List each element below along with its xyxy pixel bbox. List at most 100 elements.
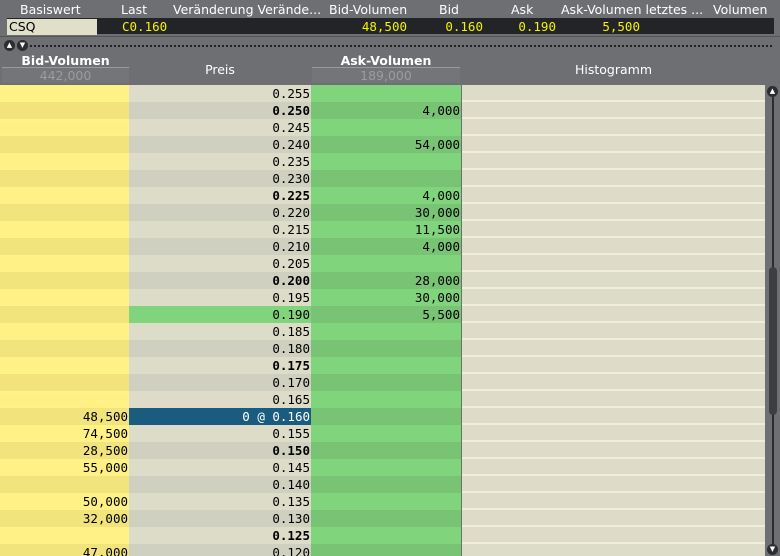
histogram-cell[interactable] <box>462 170 765 187</box>
ask-volume-cell[interactable]: 30,000 <box>311 204 461 221</box>
ask-volume-cell[interactable] <box>311 459 461 476</box>
book-row[interactable]: 74,500 0.155 <box>0 425 766 442</box>
bid-volume-cell[interactable] <box>0 119 129 136</box>
bid-volume-cell[interactable] <box>0 102 129 119</box>
price-cell[interactable]: 0.145 <box>129 459 311 476</box>
col-bid[interactable]: Bid <box>439 2 459 17</box>
price-cell[interactable]: 0.225 <box>129 187 311 204</box>
book-row[interactable]: 50,000 0.135 <box>0 493 766 510</box>
bid-volume-cell[interactable] <box>0 340 129 357</box>
histogram-cell[interactable] <box>462 204 765 221</box>
bid-volume-cell[interactable]: 28,500 <box>0 442 129 459</box>
book-row[interactable]: 0.170 <box>0 374 766 391</box>
histogram-cell[interactable] <box>462 187 765 204</box>
ask-volume-cell[interactable] <box>311 323 461 340</box>
book-row[interactable]: 28,500 0.150 <box>0 442 766 459</box>
ask-volume-cell[interactable]: 4,000 <box>311 238 461 255</box>
book-row[interactable]: 55,000 0.145 <box>0 459 766 476</box>
price-cell[interactable]: 0 @ 0.160 <box>129 408 311 425</box>
histogram-cell[interactable] <box>462 323 765 340</box>
histogram-cell[interactable] <box>462 357 765 374</box>
price-cell[interactable]: 0.180 <box>129 340 311 357</box>
histogram-cell[interactable] <box>462 153 765 170</box>
bid-volume-cell[interactable] <box>0 374 129 391</box>
book-row[interactable]: 48,500 0 @ 0.160 <box>0 408 766 425</box>
bid-volume-cell[interactable] <box>0 170 129 187</box>
ask-volume-cell[interactable] <box>311 408 461 425</box>
ask-volume-cell[interactable] <box>311 340 461 357</box>
book-row[interactable]: 0.240 54,000 <box>0 136 766 153</box>
bid-volume-cell[interactable] <box>0 187 129 204</box>
ask-volume-cell[interactable] <box>311 119 461 136</box>
histogram-cell[interactable] <box>462 408 765 425</box>
bid-volume-cell[interactable]: 50,000 <box>0 493 129 510</box>
price-cell[interactable]: 0.215 <box>129 221 311 238</box>
ask-volume-cell[interactable] <box>311 391 461 408</box>
price-cell[interactable]: 0.125 <box>129 527 311 544</box>
scrollbar[interactable]: ▲ ▼ <box>766 85 780 556</box>
header-bid-volumen[interactable]: Bid-Volumen 442,000 <box>2 52 129 85</box>
bid-volume-cell[interactable] <box>0 306 129 323</box>
ask-volume-cell[interactable]: 4,000 <box>311 102 461 119</box>
book-row[interactable]: 32,000 0.130 <box>0 510 766 527</box>
price-cell[interactable]: 0.155 <box>129 425 311 442</box>
ask-volume-cell[interactable] <box>311 442 461 459</box>
book-row[interactable]: 0.165 <box>0 391 766 408</box>
histogram-cell[interactable] <box>462 272 765 289</box>
bid-volume-cell[interactable] <box>0 153 129 170</box>
book-row[interactable]: 0.215 11,500 <box>0 221 766 238</box>
histogram-cell[interactable] <box>462 391 765 408</box>
symbol[interactable]: CSQ <box>7 19 97 35</box>
price-cell[interactable]: 0.205 <box>129 255 311 272</box>
price-cell[interactable]: 0.175 <box>129 357 311 374</box>
bid-volume-cell[interactable] <box>0 204 129 221</box>
col-last[interactable]: Last <box>121 2 148 17</box>
book-row[interactable]: 0.195 30,000 <box>0 289 766 306</box>
price-cell[interactable]: 0.150 <box>129 442 311 459</box>
histogram-cell[interactable] <box>462 442 765 459</box>
ask-volume-cell[interactable]: 54,000 <box>311 136 461 153</box>
collapse-up-icon[interactable]: ▲ <box>4 40 15 51</box>
histogram-cell[interactable] <box>462 340 765 357</box>
histogram-cell[interactable] <box>462 510 765 527</box>
book-row[interactable]: 0.125 <box>0 527 766 544</box>
price-cell[interactable]: 0.185 <box>129 323 311 340</box>
quote-row[interactable]: CSQ C0.160 48,500 0.160 0.190 5,500 <box>7 18 774 35</box>
book-row[interactable]: 47,000 0.120 <box>0 544 766 556</box>
histogram-cell[interactable] <box>462 493 765 510</box>
ask-volume-cell[interactable] <box>311 510 461 527</box>
ask-volume-cell[interactable] <box>311 527 461 544</box>
header-preis[interactable]: Preis <box>205 62 235 77</box>
price-cell[interactable]: 0.165 <box>129 391 311 408</box>
bid-volume-cell[interactable] <box>0 255 129 272</box>
histogram-cell[interactable] <box>462 102 765 119</box>
histogram-cell[interactable] <box>462 425 765 442</box>
bid-volume-cell[interactable] <box>0 391 129 408</box>
book-row[interactable]: 0.190 5,500 <box>0 306 766 323</box>
bid-volume-cell[interactable]: 47,000 <box>0 544 129 556</box>
col-ask-volumen[interactable]: Ask-Volumen letztes ... <box>561 2 704 17</box>
price-cell[interactable]: 0.200 <box>129 272 311 289</box>
ask-volume-cell[interactable] <box>311 255 461 272</box>
price-cell[interactable]: 0.250 <box>129 102 311 119</box>
histogram-cell[interactable] <box>462 289 765 306</box>
histogram-cell[interactable] <box>462 221 765 238</box>
bid-volume-cell[interactable] <box>0 357 129 374</box>
ask-volume-cell[interactable]: 11,500 <box>311 221 461 238</box>
bid-volume-cell[interactable] <box>0 238 129 255</box>
header-histogramm[interactable]: Histogramm <box>574 62 653 77</box>
price-cell[interactable]: 0.135 <box>129 493 311 510</box>
ask-volume-cell[interactable] <box>311 170 461 187</box>
book-row[interactable]: 0.180 <box>0 340 766 357</box>
histogram-cell[interactable] <box>462 459 765 476</box>
book-row[interactable]: 0.210 4,000 <box>0 238 766 255</box>
price-cell[interactable]: 0.255 <box>129 85 311 102</box>
histogram-cell[interactable] <box>462 544 765 556</box>
price-cell[interactable]: 0.140 <box>129 476 311 493</box>
price-cell[interactable]: 0.210 <box>129 238 311 255</box>
bid-volume-cell[interactable] <box>0 85 129 102</box>
histogram-cell[interactable] <box>462 306 765 323</box>
book-row[interactable]: 0.245 <box>0 119 766 136</box>
bid-volume-cell[interactable] <box>0 221 129 238</box>
book-row[interactable]: 0.200 28,000 <box>0 272 766 289</box>
